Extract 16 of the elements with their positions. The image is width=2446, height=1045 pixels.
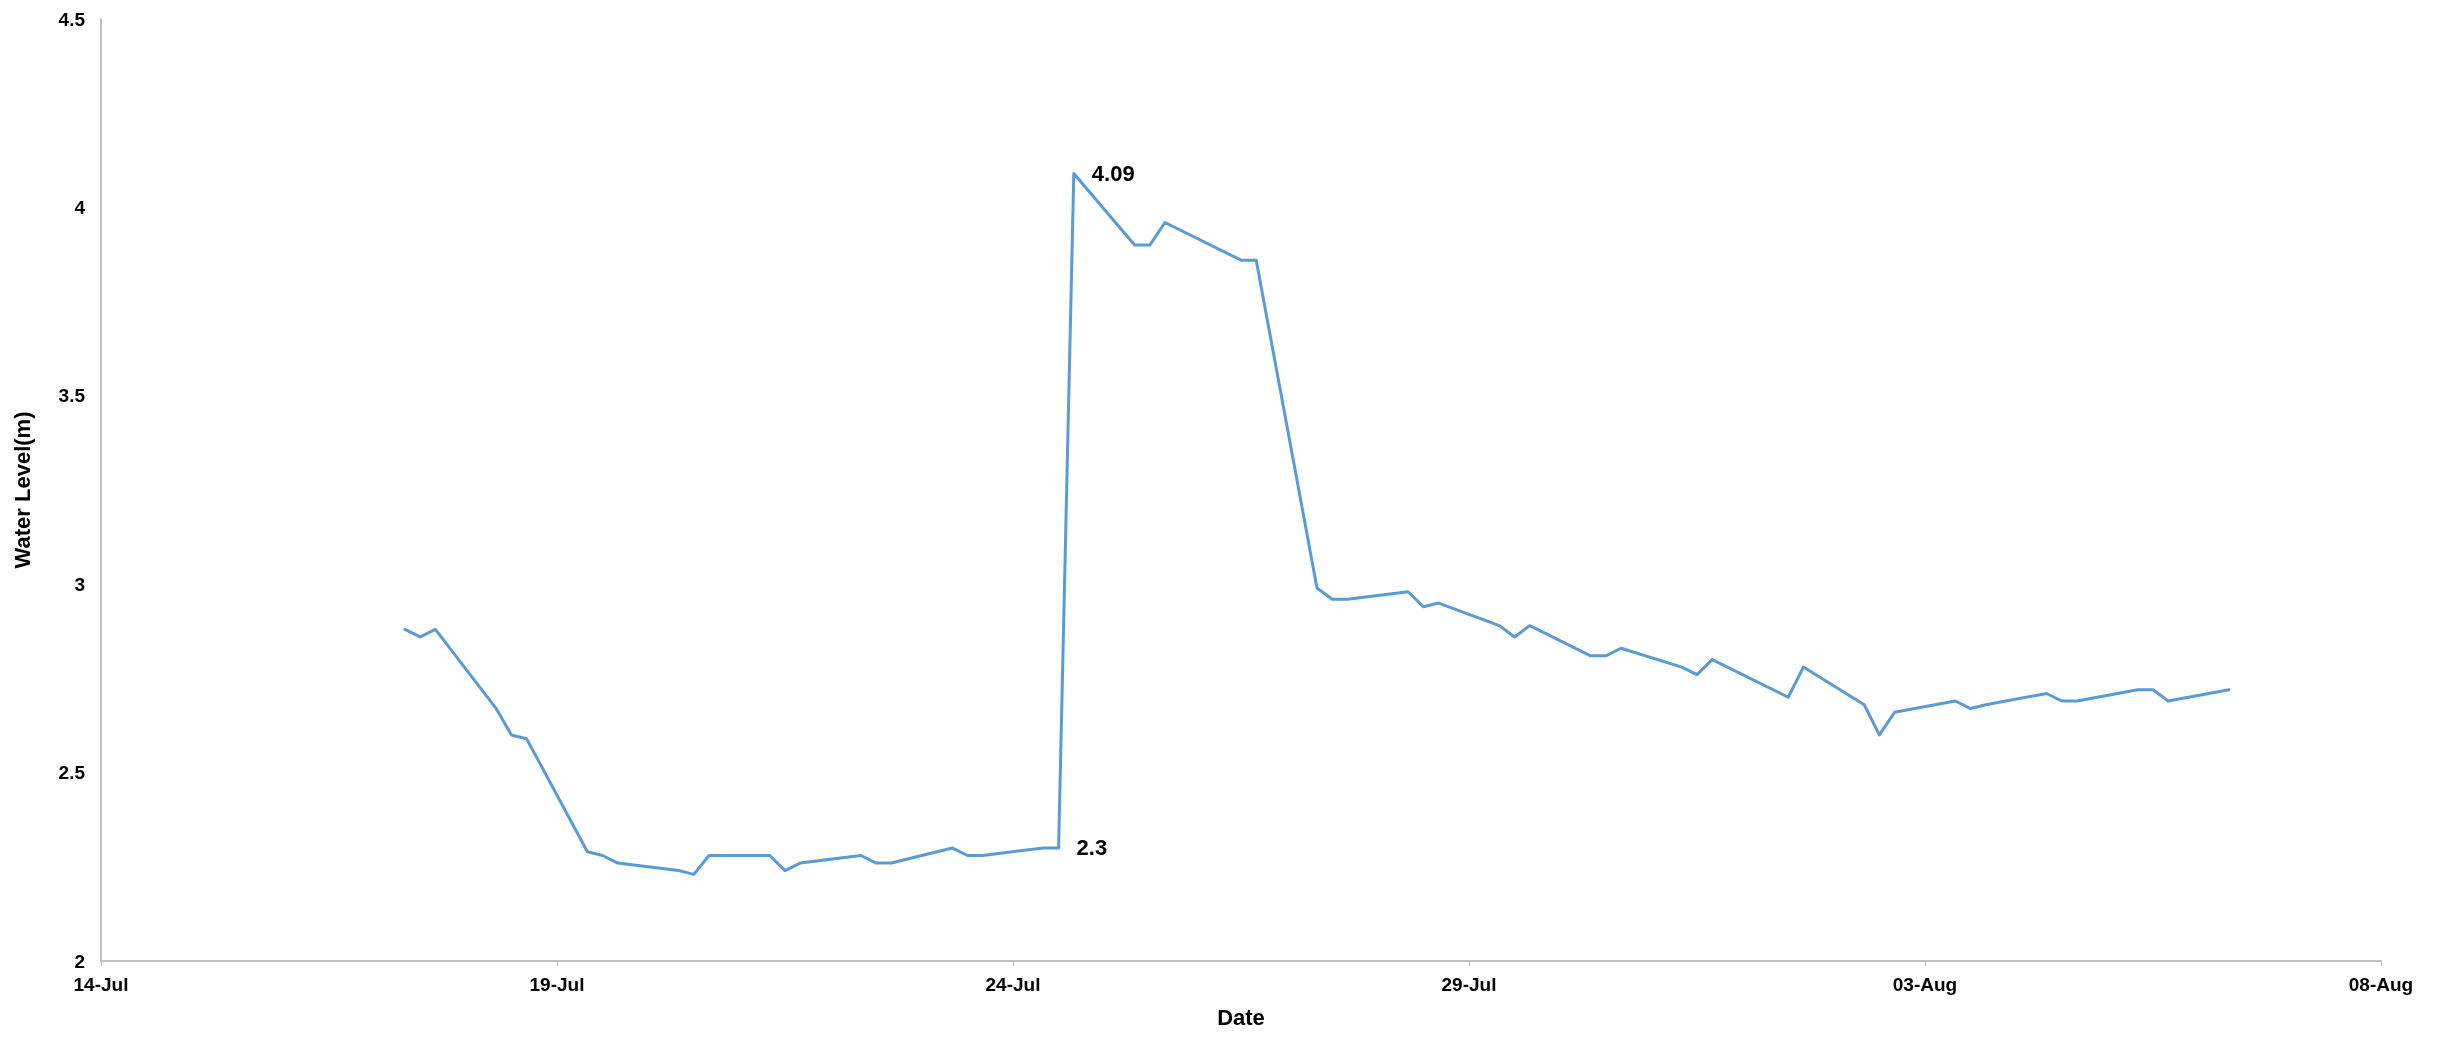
y-tick-label: 3.5	[58, 385, 86, 407]
x-tick-label: 08-Aug	[2348, 974, 2414, 995]
data-label: 4.09	[1091, 160, 1135, 186]
y-axis-title: Water Level(m)	[9, 411, 35, 569]
y-tick-label: 4.5	[58, 8, 86, 30]
y-tick-label: 2	[74, 950, 85, 972]
x-axis-title: Date	[1217, 1004, 1265, 1030]
y-tick-label: 3	[74, 573, 85, 595]
x-tick-label: 03-Aug	[1892, 974, 1958, 995]
data-label: 2.3	[1076, 835, 1108, 861]
x-tick-label: 24-Jul	[985, 974, 1041, 995]
y-tick-label: 2.5	[58, 762, 86, 784]
x-tick-label: 19-Jul	[529, 974, 585, 995]
x-tick-label: 14-Jul	[73, 974, 129, 995]
y-tick-label: 4	[74, 196, 86, 218]
x-tick-label: 29-Jul	[1441, 974, 1497, 995]
